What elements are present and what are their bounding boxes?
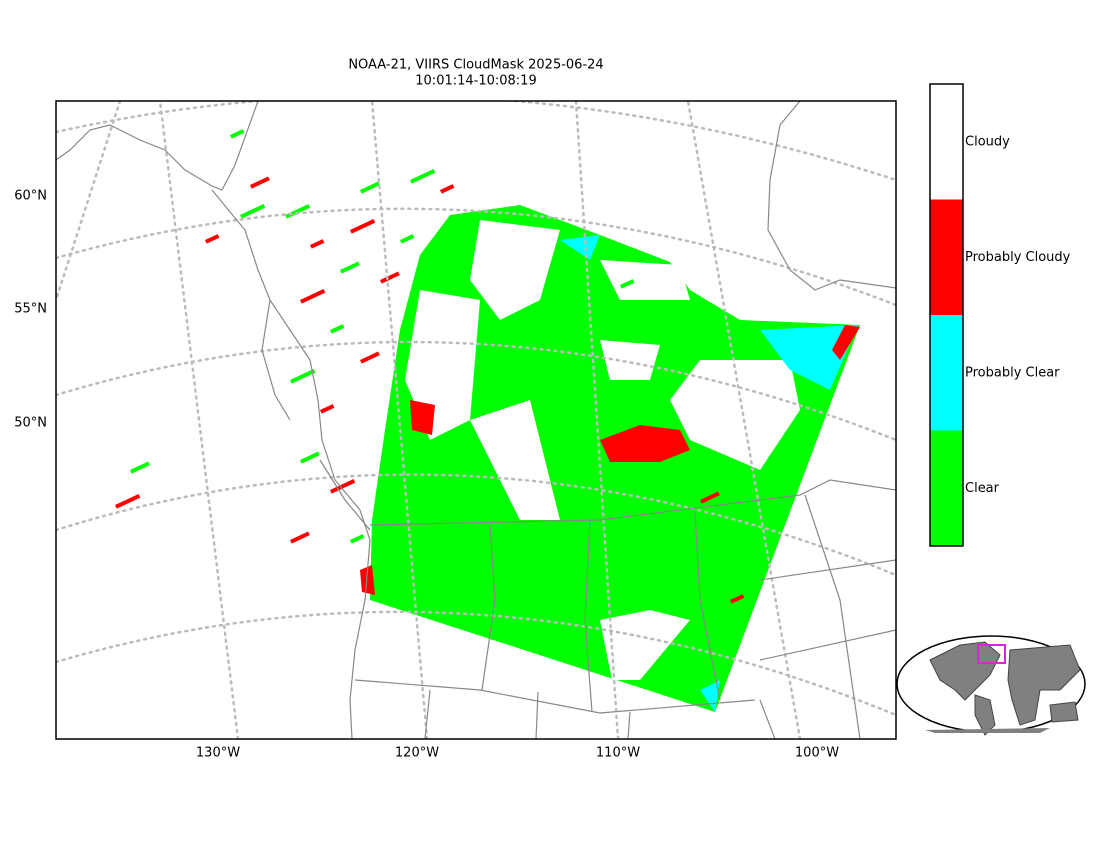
lon-label: 130°W bbox=[196, 746, 240, 761]
cloud-fragment bbox=[299, 451, 320, 464]
map-frame bbox=[55, 100, 897, 740]
extent-box bbox=[977, 644, 1006, 664]
cloud-fragment bbox=[730, 594, 745, 604]
colorbar-label: Cloudy bbox=[965, 134, 1010, 149]
inset-globe bbox=[896, 635, 1086, 736]
lat-line bbox=[56, 473, 896, 577]
cloud-fragment bbox=[700, 491, 720, 504]
lon-label: 110°W bbox=[596, 746, 640, 761]
cloud-fragment bbox=[320, 404, 335, 414]
swath-cloudy bbox=[600, 340, 660, 380]
lat-label: 55°N bbox=[14, 302, 47, 317]
lon-line bbox=[56, 101, 122, 302]
graticule bbox=[56, 101, 896, 739]
border bbox=[369, 479, 896, 526]
colorbar-segment bbox=[930, 199, 963, 315]
cloud-fragment bbox=[349, 534, 365, 544]
cloud-fragment bbox=[250, 176, 270, 189]
state-border bbox=[354, 494, 896, 739]
cloud-fragment bbox=[340, 261, 360, 274]
continent bbox=[925, 728, 1050, 733]
cloud-mask-swath bbox=[114, 129, 860, 712]
continent bbox=[929, 641, 1001, 701]
coastline bbox=[261, 299, 371, 531]
swath-probably-cloudy bbox=[600, 425, 690, 462]
lat-line bbox=[56, 207, 896, 307]
lat-labels: 60°N 55°N 50°N bbox=[14, 189, 47, 431]
cloud-fragment bbox=[205, 234, 220, 244]
title-line-2: 10:01:14-10:08:19 bbox=[415, 74, 536, 89]
swath-probably-clear bbox=[560, 235, 600, 260]
cloud-fragment bbox=[330, 324, 345, 334]
coastline bbox=[56, 101, 259, 191]
coastlines bbox=[56, 101, 896, 739]
cloud-fragment bbox=[740, 529, 766, 544]
cloud-fragment bbox=[310, 239, 325, 249]
continent bbox=[1049, 701, 1079, 723]
cloud-fragment bbox=[239, 204, 266, 219]
lon-line bbox=[686, 101, 802, 739]
cloud-fragment bbox=[290, 369, 316, 384]
cloud-fragment bbox=[114, 494, 141, 509]
lon-labels: 130°W 120°W 110°W 100°W bbox=[196, 746, 839, 761]
swath-probably-clear bbox=[760, 325, 858, 390]
cloud-fragment bbox=[230, 129, 245, 139]
swath-cloudy bbox=[600, 260, 690, 300]
lat-label: 50°N bbox=[14, 416, 47, 431]
swath-cloudy bbox=[405, 290, 480, 440]
cloud-fragment bbox=[359, 181, 380, 194]
swath-cloudy bbox=[600, 610, 690, 680]
lat-line bbox=[56, 340, 896, 442]
map-area bbox=[56, 101, 896, 739]
swath-probably-cloudy bbox=[360, 565, 375, 595]
lat-line bbox=[56, 610, 896, 717]
coastline bbox=[767, 101, 896, 291]
lon-line bbox=[370, 101, 429, 739]
coastline bbox=[211, 189, 371, 739]
cloud-fragment bbox=[620, 279, 635, 289]
lon-label: 120°W bbox=[395, 746, 439, 761]
cloud-fragment bbox=[410, 169, 436, 184]
title-line-1: NOAA-21, VIIRS CloudMask 2025-06-24 bbox=[348, 58, 603, 73]
lon-line bbox=[158, 101, 240, 739]
colorbar-segment bbox=[930, 84, 963, 200]
swath-probably-cloudy bbox=[410, 400, 435, 435]
swath-probably-clear bbox=[700, 680, 720, 712]
swath-cloudy bbox=[470, 400, 560, 520]
swath-cloudy bbox=[470, 220, 560, 320]
colorbar-label: Probably Cloudy bbox=[965, 250, 1071, 265]
cloud-fragment bbox=[290, 531, 310, 544]
lat-line bbox=[56, 101, 896, 182]
swath-probably-cloudy bbox=[832, 325, 860, 360]
cloud-fragment bbox=[360, 351, 380, 364]
cloud-fragment bbox=[330, 479, 356, 494]
colorbar-frame bbox=[929, 83, 964, 547]
lon-label: 100°W bbox=[795, 746, 839, 761]
colorbar-segment bbox=[930, 315, 963, 431]
cloud-fragment bbox=[440, 184, 455, 194]
cloud-fragment bbox=[380, 271, 400, 284]
cloud-fragment bbox=[300, 289, 326, 304]
colorbar-label: Clear bbox=[965, 481, 1000, 496]
colorbar-segment bbox=[930, 430, 963, 546]
cloud-fragment bbox=[285, 204, 311, 219]
colorbar: Cloudy Probably Cloudy Probably Clear Clear bbox=[929, 83, 1071, 547]
lat-label: 60°N bbox=[14, 189, 47, 204]
cloud-fragment bbox=[130, 461, 150, 474]
cloud-fragment bbox=[400, 234, 415, 244]
swath-cloudy bbox=[670, 360, 800, 470]
colorbar-label: Probably Clear bbox=[965, 365, 1060, 380]
lon-line bbox=[574, 101, 620, 739]
cloud-fragment bbox=[350, 219, 376, 234]
continent bbox=[1007, 644, 1081, 726]
